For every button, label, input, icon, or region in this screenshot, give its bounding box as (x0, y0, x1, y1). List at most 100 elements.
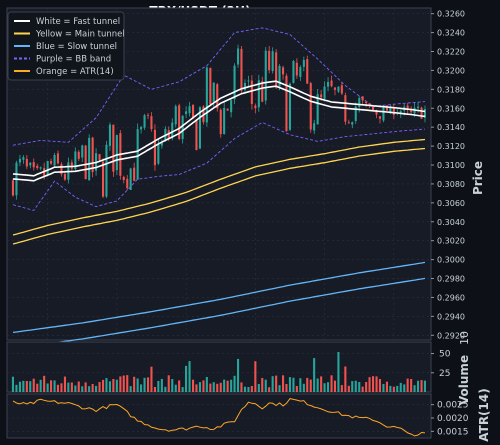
candle-body (271, 51, 274, 71)
volume-bar (309, 379, 312, 392)
slow-tunnel-upper-line (12, 261, 426, 334)
candle-body (32, 162, 35, 168)
candle-body (365, 101, 368, 104)
volume-bar (423, 380, 426, 392)
candle-body (368, 103, 371, 106)
volume-bar (295, 386, 298, 392)
candle-body (375, 110, 378, 115)
volume-bar (313, 358, 316, 392)
candle-body (150, 116, 153, 130)
volume-bar (147, 377, 150, 392)
candle-body (105, 144, 108, 197)
candle-body (382, 107, 385, 121)
candle-body (91, 137, 94, 173)
volume-bar (39, 379, 42, 392)
candle-body (81, 145, 84, 158)
volume-bar (63, 376, 66, 392)
candle-body (22, 157, 25, 160)
volume-bar (129, 386, 132, 392)
volume-bar (160, 378, 163, 392)
volume-bar (372, 376, 375, 392)
volume-bar (306, 377, 309, 392)
volume-bar (98, 382, 101, 392)
candle-body (423, 109, 426, 118)
volume-bar (219, 382, 222, 392)
volume-bar (171, 379, 174, 392)
candle-body (216, 84, 219, 109)
candle-body (74, 151, 77, 169)
candle-body (102, 161, 105, 197)
candle-body (98, 154, 101, 160)
candle-body (358, 98, 361, 107)
candle-body (327, 82, 330, 87)
volume-bar (375, 376, 378, 392)
price-tick-label: 0.3120 (437, 142, 465, 151)
candle-body (420, 107, 423, 119)
volume-bar (178, 380, 181, 392)
candle-body (136, 129, 139, 180)
volume-bar (358, 382, 361, 392)
candle-body (240, 48, 243, 91)
candle-body (195, 119, 198, 151)
volume-panel: 25 50 (6, 341, 451, 393)
volume-bar (302, 383, 305, 392)
volume-bar (157, 381, 160, 392)
volume-bar (275, 375, 278, 392)
candle-body (209, 67, 212, 105)
volume-bar (136, 378, 139, 392)
candle-body (292, 61, 295, 83)
candle-body (226, 108, 229, 111)
volume-bar (403, 384, 406, 392)
price-tick-label: 0.3000 (437, 256, 465, 265)
volume-bar (198, 382, 201, 392)
price-tick-label: 0.3160 (437, 104, 465, 113)
candle-body (333, 87, 336, 90)
volume-bar (240, 382, 243, 392)
candle-body (230, 100, 233, 113)
volume-bar (285, 384, 288, 392)
legend: White = Fast tunnel Yellow = Main tunnel B… (7, 11, 125, 81)
volume-bar (351, 381, 354, 392)
volume-bar (174, 384, 177, 392)
candle-body (126, 178, 129, 189)
volume-bar (243, 386, 246, 392)
candle-body (337, 86, 340, 92)
main-tunnel-upper-line (12, 138, 426, 236)
volume-bar (46, 383, 49, 392)
volume-bar (181, 387, 184, 392)
candle-body (351, 122, 354, 125)
volume-bar (389, 385, 392, 392)
volume-bar (268, 387, 271, 392)
price-axis-label: Price (471, 161, 485, 195)
volume-bar (278, 385, 281, 392)
candle-body (56, 153, 59, 164)
volume-bar (209, 383, 212, 392)
candle-body (340, 85, 343, 94)
candle-body (88, 137, 91, 181)
candle-body (70, 162, 73, 169)
candle-body (233, 65, 236, 100)
volume-bar (25, 381, 28, 392)
volume-bar (112, 379, 115, 392)
volume-bar (84, 382, 87, 392)
volume-bar (60, 383, 63, 392)
volume-bar (50, 380, 53, 392)
candle-body (417, 106, 420, 108)
candle-body (285, 75, 288, 132)
volume-bar (150, 366, 153, 392)
atr-tick-label: 0.0020 (437, 414, 469, 424)
candle-body (320, 94, 323, 98)
bb-lower-line (12, 121, 426, 211)
candle-body (392, 107, 395, 115)
candle-body (112, 124, 115, 172)
volume-bar (333, 380, 336, 392)
candle-body (133, 167, 136, 181)
candle-body (46, 161, 49, 175)
candle-body (288, 83, 291, 130)
volume-bar (88, 386, 91, 392)
volume-bar (330, 375, 333, 392)
volume-bar (32, 378, 35, 392)
volume-bar (382, 384, 385, 392)
candle-body (174, 106, 177, 125)
